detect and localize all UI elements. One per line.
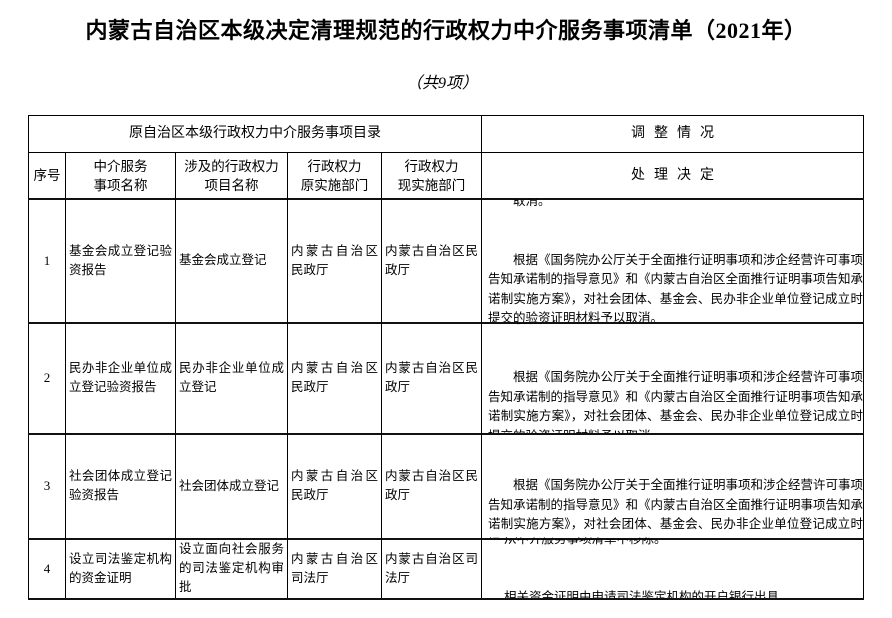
group-header-left: 原自治区本级行政权力中介服务事项目录	[129, 126, 381, 141]
column-header-new-dept: 行政权力 现实施部门	[382, 153, 481, 198]
table-row-service-name: 社会团体成立登记验资报告	[69, 469, 172, 502]
table-row-old-dept: 内蒙古自治区司法厅	[291, 551, 378, 585]
column-header-old-dept: 行政权力 原实施部门	[288, 153, 381, 198]
table-row-seq: 2	[43, 370, 51, 385]
page-subtitle: （共9项）	[405, 75, 478, 92]
table-row-power-item: 民办非企业单位成立登记	[179, 361, 284, 394]
table-row-new-dept: 内蒙古自治区民政厅	[385, 361, 478, 394]
table-row-seq: 1	[43, 252, 51, 268]
table-row-service-name: 民办非企业单位成立登记验资报告	[69, 361, 172, 394]
rule-row-4	[28, 598, 864, 600]
page-title: 内蒙古自治区本级决定清理规范的行政权力中介服务事项清单（2021年）	[85, 18, 807, 43]
rule-row-3	[28, 538, 864, 540]
table-row-old-dept: 内蒙古自治区民政厅	[291, 243, 378, 277]
column-header-old-dept-line2: 原实施部门	[300, 177, 369, 193]
table-row-old-dept: 内蒙古自治区民政厅	[291, 469, 378, 502]
group-header-right: 调整情况	[482, 116, 863, 152]
table-row-power-item: 基金会成立登记	[179, 253, 267, 267]
table-row-decision: 从中介服务事项清单中移除。 相关资金证明由申请司法鉴定机构的开户银行出具。	[504, 539, 792, 598]
rule-header-columns	[28, 198, 864, 200]
rule-row-2	[28, 433, 864, 435]
listing-table: 原自治区本级行政权力中介服务事项目录 调整情况 序号 中介服务 事项名称 涉及的…	[28, 115, 864, 600]
table-row-power-item: 社会团体成立登记	[179, 478, 280, 493]
table-row-power-item: 设立面向社会服务的司法鉴定机构审批	[179, 542, 284, 594]
col-rule-new-dept	[481, 115, 482, 598]
table-row-seq: 3	[43, 478, 51, 493]
rule-header-group	[28, 152, 864, 153]
column-header-new-dept-line2: 现实施部门	[397, 177, 466, 193]
table-row-new-dept: 内蒙古自治区司法厅	[385, 551, 478, 585]
column-header-power-item-line2: 项目名称	[204, 177, 259, 193]
col-rule-power-item	[287, 152, 288, 598]
column-header-old-dept-line1: 行政权力	[307, 158, 362, 174]
column-header-decision: 处理决定	[482, 153, 863, 198]
column-header-power-item: 涉及的行政权力 项目名称	[176, 153, 287, 198]
table-row-decision: 取消。 根据《国务院办公厅关于全面推行证明事项和涉企经营许可事项告知承诺制的指导…	[488, 199, 863, 322]
column-header-power-item-line1: 涉及的行政权力	[184, 158, 279, 174]
table-row-seq: 4	[43, 560, 51, 576]
table-row-new-dept: 内蒙古自治区民政厅	[385, 243, 478, 277]
group-header-right-label: 调整情况	[631, 126, 723, 141]
column-header-service-name-line2: 事项名称	[93, 177, 148, 193]
table-row-service-name: 设立司法鉴定机构的资金证明	[69, 551, 172, 585]
table-row-decision: 取消。 根据《国务院办公厅关于全面推行证明事项和涉企经营许可事项告知承诺制的指导…	[488, 323, 863, 433]
col-rule-old-dept	[381, 152, 382, 598]
column-header-decision-label: 处理决定	[631, 167, 723, 183]
column-header-seq: 序号	[33, 168, 61, 183]
table-row-new-dept: 内蒙古自治区民政厅	[385, 469, 478, 502]
column-header-service-name-line1: 中介服务	[93, 158, 148, 174]
col-rule-service	[175, 152, 176, 598]
table-row-decision: 取消。 根据《国务院办公厅关于全面推行证明事项和涉企经营许可事项告知承诺制的指导…	[488, 478, 863, 538]
table-row-service-name: 基金会成立登记验资报告	[69, 243, 172, 277]
table-row-old-dept: 内蒙古自治区民政厅	[291, 361, 378, 394]
col-rule-seq	[65, 152, 66, 598]
column-header-service-name: 中介服务 事项名称	[66, 153, 175, 198]
rule-row-1	[28, 322, 864, 324]
column-header-new-dept-line1: 行政权力	[404, 158, 459, 174]
